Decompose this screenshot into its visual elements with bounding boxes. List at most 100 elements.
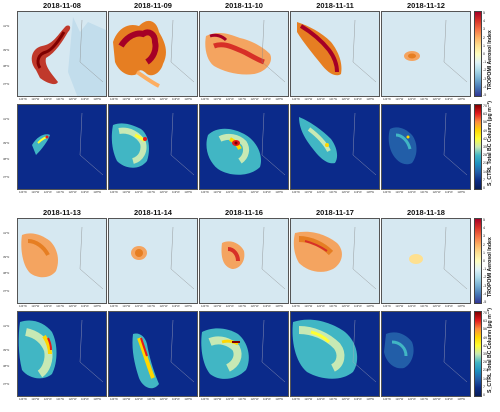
aerosol-colorbar-tick: -5 bbox=[483, 93, 487, 97]
lon-tick: 123°W bbox=[122, 305, 131, 308]
lon-tick: 124°W bbox=[19, 98, 27, 101]
lon-tick: 119°W bbox=[172, 98, 180, 101]
lon-tick: 122°W bbox=[43, 98, 52, 101]
lon-tick: 124°W bbox=[383, 191, 391, 194]
aerosol-map bbox=[290, 218, 380, 304]
lat-tick: 38°N bbox=[3, 364, 10, 368]
lon-tick: 120°W bbox=[159, 191, 168, 194]
lon-tick: 123°W bbox=[395, 191, 404, 194]
lon-tick: 119°W bbox=[81, 398, 89, 401]
lon-tick: 124°W bbox=[110, 98, 118, 101]
lon-tick: 120°W bbox=[432, 398, 441, 401]
bc-colorbar-label: S_CTRL Total BC Column (μg m⁻²) bbox=[487, 308, 493, 393]
aerosol-map bbox=[381, 218, 471, 304]
lon-tick: 122°W bbox=[407, 98, 416, 101]
aerosol-colorbar-label: TROPOMI Aerosol Index bbox=[487, 237, 493, 297]
bc-map bbox=[381, 311, 471, 397]
aerosol-colorbar-tick: 0 bbox=[483, 52, 485, 56]
bc-colorbar-label: S_CTRL Total BC Column (μg m⁻²) bbox=[487, 101, 493, 186]
lon-tick: 119°W bbox=[263, 98, 271, 101]
lon-tick: 121°W bbox=[420, 305, 429, 308]
aerosol-colorbar-tick: -1 bbox=[483, 60, 487, 65]
lon-tick: 124°W bbox=[201, 98, 209, 101]
lon-tick: 124°W bbox=[292, 98, 300, 101]
aerosol-map bbox=[17, 11, 107, 97]
aerosol-colorbar-tick: 4 bbox=[483, 226, 485, 231]
panel-title: 2018-11-09 bbox=[134, 1, 172, 10]
lon-tick: 121°W bbox=[238, 98, 247, 101]
lon-tick: 124°W bbox=[110, 191, 118, 194]
bc-map bbox=[17, 104, 107, 190]
lon-tick: 118°W bbox=[366, 191, 375, 194]
lon-tick: 123°W bbox=[304, 305, 313, 308]
lon-tick: 120°W bbox=[250, 191, 259, 194]
lon-tick: 120°W bbox=[250, 98, 259, 101]
aerosol-colorbar-tick: 3 bbox=[483, 234, 485, 239]
lon-tick: 120°W bbox=[68, 98, 77, 101]
bc-colorbar-tick: 63 bbox=[483, 319, 487, 324]
lon-tick: 122°W bbox=[134, 191, 143, 194]
lon-tick: 120°W bbox=[341, 398, 350, 401]
panel-title: 2018-11-18 bbox=[407, 208, 445, 217]
lon-tick: 119°W bbox=[445, 398, 453, 401]
bc-colorbar-tick: 0 bbox=[483, 186, 485, 190]
lon-tick: 118°W bbox=[275, 191, 284, 194]
lon-tick: 118°W bbox=[275, 305, 284, 308]
lon-tick: 124°W bbox=[19, 191, 27, 194]
lon-tick: 119°W bbox=[354, 98, 362, 101]
aerosol-colorbar-tick: -4 bbox=[483, 84, 487, 89]
lon-tick: 119°W bbox=[81, 98, 89, 101]
lon-tick: 123°W bbox=[31, 398, 40, 401]
lon-tick: 119°W bbox=[81, 191, 89, 194]
lon-tick: 121°W bbox=[147, 191, 156, 194]
lon-tick: 118°W bbox=[93, 305, 102, 308]
lon-tick: 118°W bbox=[275, 398, 284, 401]
lon-tick: 123°W bbox=[31, 191, 40, 194]
aerosol-colorbar-tick: -1 bbox=[483, 267, 487, 272]
lon-tick: 123°W bbox=[122, 191, 131, 194]
aerosol-map bbox=[108, 218, 198, 304]
bc-colorbar-tick: 56 bbox=[483, 327, 487, 332]
bc-map bbox=[199, 311, 289, 397]
lat-tick: 41°N bbox=[3, 117, 10, 121]
lon-tick: 119°W bbox=[354, 191, 362, 194]
lat-tick: 38°N bbox=[3, 157, 10, 161]
aerosol-colorbar-tick: 0 bbox=[483, 259, 485, 263]
bc-colorbar-tick: 70 bbox=[483, 104, 487, 108]
lon-tick: 118°W bbox=[366, 98, 375, 101]
bc-map bbox=[381, 104, 471, 190]
lon-tick: 120°W bbox=[159, 305, 168, 308]
lon-tick: 123°W bbox=[122, 98, 131, 101]
bc-colorbar-tick: 56 bbox=[483, 120, 487, 125]
bc-colorbar-tick: 70 bbox=[483, 311, 487, 315]
lon-tick: 118°W bbox=[275, 98, 284, 101]
lat-tick: 37°N bbox=[3, 175, 10, 179]
lon-tick: 123°W bbox=[122, 398, 131, 401]
bc-map bbox=[108, 104, 198, 190]
lat-tick: 39°N bbox=[3, 48, 10, 52]
lon-tick: 122°W bbox=[316, 305, 325, 308]
panel-title: 2018-11-11 bbox=[316, 1, 354, 10]
panel-title: 2018-11-13 bbox=[43, 208, 81, 217]
lon-tick: 120°W bbox=[341, 305, 350, 308]
lon-tick: 123°W bbox=[395, 98, 404, 101]
bc-colorbar-tick: 21 bbox=[483, 161, 487, 166]
aerosol-colorbar-tick: -3 bbox=[483, 283, 487, 288]
lon-tick: 118°W bbox=[366, 305, 375, 308]
lon-tick: 121°W bbox=[147, 98, 156, 101]
lon-tick: 119°W bbox=[445, 191, 453, 194]
lon-tick: 118°W bbox=[366, 398, 375, 401]
lon-tick: 124°W bbox=[292, 398, 300, 401]
lat-tick: 39°N bbox=[3, 141, 10, 145]
lon-tick: 118°W bbox=[93, 98, 102, 101]
panel-title: 2018-11-17 bbox=[316, 208, 354, 217]
panel-title: 2018-11-08 bbox=[43, 1, 81, 10]
aerosol-colorbar-tick: -2 bbox=[483, 275, 487, 280]
lon-tick: 118°W bbox=[184, 98, 193, 101]
lon-tick: 122°W bbox=[407, 305, 416, 308]
bc-colorbar-tick: 14 bbox=[483, 376, 487, 381]
lat-tick: 38°N bbox=[3, 271, 10, 275]
lat-tick: 38°N bbox=[3, 64, 10, 68]
lon-tick: 124°W bbox=[19, 305, 27, 308]
panel-title: 2018-11-12 bbox=[407, 1, 445, 10]
